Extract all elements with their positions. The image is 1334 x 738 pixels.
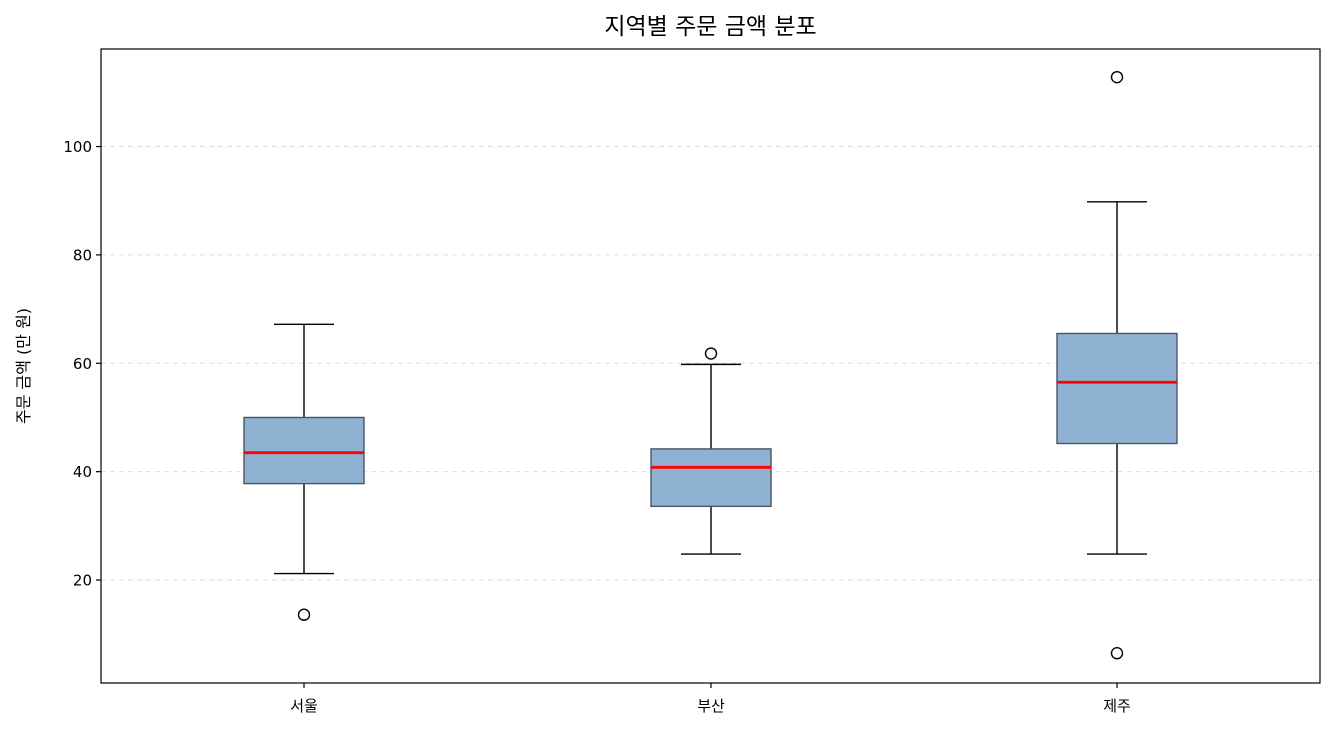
iqr-box	[1056, 332, 1178, 445]
outlier-point	[1110, 646, 1124, 660]
chart-title: 지역별 주문 금액 분포	[604, 14, 816, 40]
x-tick-label: 서울	[290, 697, 318, 715]
box-group	[650, 347, 772, 555]
y-tick-label: 60	[73, 355, 92, 373]
y-tick-label: 100	[63, 138, 92, 156]
axis-layer: 20 40 60 80 100 서울 부산 제주	[63, 138, 1130, 715]
outlier-point	[704, 347, 718, 360]
x-tick-label: 부산	[697, 697, 725, 715]
iqr-box	[243, 416, 365, 485]
box-group	[1056, 70, 1178, 660]
y-tick-label: 80	[73, 246, 92, 264]
y-tick-label: 40	[73, 463, 92, 481]
iqr-box	[650, 448, 772, 508]
y-tick-label: 20	[73, 572, 92, 590]
marks-layer	[243, 70, 1178, 660]
x-tick-label: 제주	[1103, 697, 1131, 715]
outlier-point	[1110, 70, 1124, 84]
outlier-point	[297, 608, 311, 621]
box-group	[243, 323, 365, 621]
y-axis-label: 주문 금액 (만 원)	[14, 308, 33, 424]
